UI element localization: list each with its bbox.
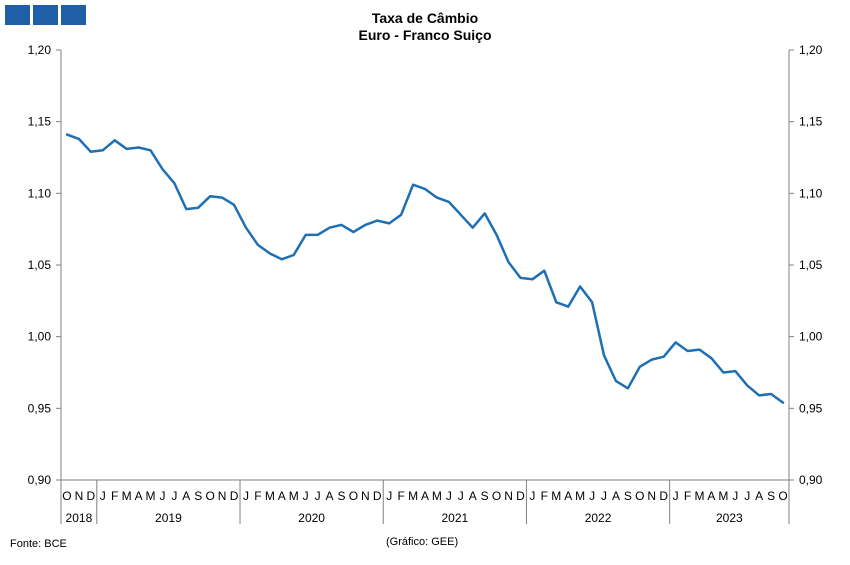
x-tick-label: J (458, 489, 464, 503)
x-tick-label: M (432, 489, 442, 503)
y-tick-label-left: 1,15 (28, 115, 52, 129)
x-tick-label: J (100, 489, 106, 503)
y-tick-label-right: 1,05 (799, 258, 823, 272)
x-tick-label: D (659, 489, 668, 503)
y-tick-label-left: 1,10 (28, 186, 52, 200)
x-tick-label: D (373, 489, 382, 503)
chart-title: Taxa de Câmbio (371, 10, 479, 26)
x-tick-label: J (303, 489, 309, 503)
x-tick-label: D (87, 489, 96, 503)
x-tick-label: M (122, 489, 132, 503)
year-label: 2022 (585, 511, 612, 525)
logo-block (61, 5, 86, 25)
y-tick-label-right: 0,90 (799, 473, 823, 487)
x-tick-label: J (159, 489, 165, 503)
y-tick-label-left: 1,20 (28, 43, 52, 57)
x-tick-label: A (755, 489, 763, 503)
x-tick-label: O (206, 489, 215, 503)
x-tick-label: A (326, 489, 334, 503)
x-tick-label: A (278, 489, 286, 503)
x-tick-label: A (182, 489, 190, 503)
x-tick-label: M (551, 489, 561, 503)
x-tick-label: J (529, 489, 535, 503)
x-tick-label: N (647, 489, 656, 503)
x-tick-label: M (146, 489, 156, 503)
x-tick-label: A (135, 489, 143, 503)
x-tick-label: M (694, 489, 704, 503)
x-tick-label: M (575, 489, 585, 503)
y-tick-label-right: 1,10 (799, 186, 823, 200)
x-tick-label: J (601, 489, 607, 503)
year-label: 2021 (441, 511, 468, 525)
x-tick-label: A (421, 489, 429, 503)
x-tick-label: M (718, 489, 728, 503)
logo-block (5, 5, 30, 25)
year-label: 2019 (155, 511, 182, 525)
gee-logo (5, 5, 86, 25)
x-tick-label: J (243, 489, 249, 503)
logo-block (33, 5, 58, 25)
x-tick-label: N (504, 489, 513, 503)
x-tick-label: F (684, 489, 691, 503)
x-tick-label: O (492, 489, 501, 503)
y-tick-label-right: 1,00 (799, 330, 823, 344)
x-tick-label: J (744, 489, 750, 503)
x-tick-label: N (218, 489, 227, 503)
y-tick-label-left: 1,05 (28, 258, 52, 272)
x-tick-label: O (778, 489, 787, 503)
x-tick-label: D (230, 489, 239, 503)
y-tick-label-left: 0,95 (28, 401, 52, 415)
x-tick-label: N (75, 489, 84, 503)
x-tick-label: S (337, 489, 345, 503)
x-tick-label: J (673, 489, 679, 503)
chart-credit: (Gráfico: GEE) (386, 536, 459, 548)
x-tick-label: S (624, 489, 632, 503)
year-label: 2023 (716, 511, 743, 525)
x-tick-label: J (446, 489, 452, 503)
year-label: 2020 (298, 511, 325, 525)
x-tick-label: J (732, 489, 738, 503)
x-tick-label: A (707, 489, 715, 503)
x-tick-label: F (111, 489, 118, 503)
year-label: 2018 (66, 511, 93, 525)
x-tick-label: J (171, 489, 177, 503)
chart-subtitle: Euro - Franco Suiço (358, 27, 492, 43)
x-tick-label: A (612, 489, 620, 503)
x-tick-label: J (589, 489, 595, 503)
x-tick-label: M (408, 489, 418, 503)
y-tick-label-right: 1,20 (799, 43, 823, 57)
y-tick-label-left: 0,90 (28, 473, 52, 487)
series-line (65, 133, 785, 404)
x-tick-label: A (564, 489, 572, 503)
y-tick-label-right: 1,15 (799, 115, 823, 129)
x-tick-label: F (397, 489, 404, 503)
x-tick-label: F (254, 489, 261, 503)
y-tick-label-right: 0,95 (799, 401, 823, 415)
x-tick-label: S (481, 489, 489, 503)
x-tick-label: M (289, 489, 299, 503)
x-tick-label: O (349, 489, 358, 503)
x-tick-label: N (361, 489, 370, 503)
x-tick-label: F (541, 489, 548, 503)
x-tick-label: J (386, 489, 392, 503)
x-tick-label: M (265, 489, 275, 503)
x-tick-label: O (62, 489, 71, 503)
y-tick-label-left: 1,00 (28, 330, 52, 344)
x-tick-label: D (516, 489, 525, 503)
x-tick-label: A (469, 489, 477, 503)
x-tick-label: S (194, 489, 202, 503)
x-tick-label: J (315, 489, 321, 503)
x-tick-label: O (635, 489, 644, 503)
source-note: Fonte: BCE (10, 538, 67, 550)
x-tick-label: S (767, 489, 775, 503)
